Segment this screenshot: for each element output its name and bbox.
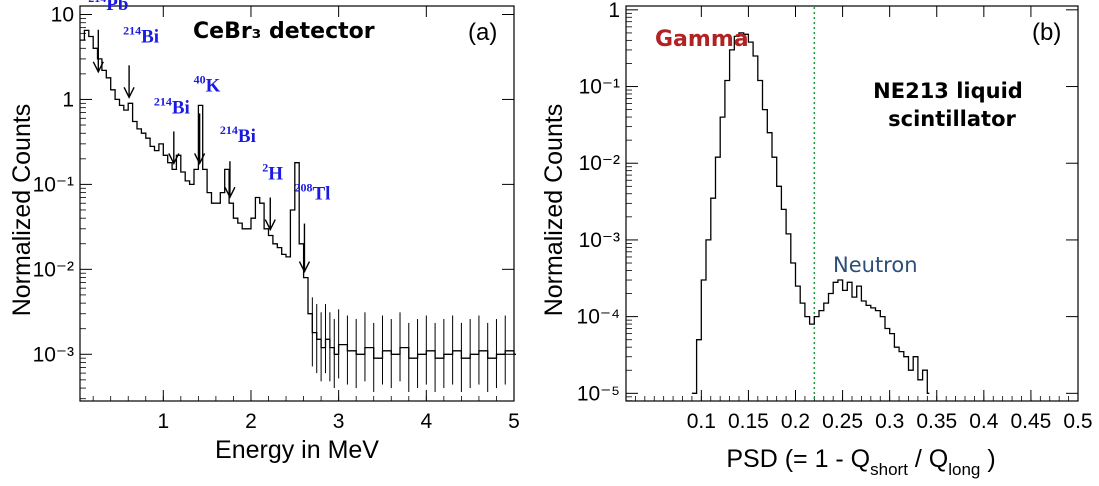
series-b	[691, 32, 930, 394]
b-xtick-label-0: 0.1	[687, 410, 716, 433]
chart-title-a: CeBr₃ detector	[193, 19, 375, 44]
annotation-base-bi214-a: Bi	[141, 26, 159, 47]
annotation-base-h2: H	[268, 164, 283, 185]
b-xtick-label-2: 0.2	[781, 410, 810, 433]
annotation-label-h2: 2H	[262, 161, 283, 185]
y-axis-label-a: Normalized Counts	[8, 104, 36, 317]
annotation-bi214-c: 214Bi	[220, 123, 256, 199]
annotation-base-bi214-b: Bi	[172, 97, 190, 118]
neutron-label: Neutron	[833, 253, 918, 277]
annotation-sup-h2: 2	[262, 161, 268, 175]
psd-line	[691, 32, 930, 394]
a-ytick-label-0: 10⁻³	[33, 343, 74, 366]
panel-label-b: (b)	[1032, 19, 1061, 46]
plot-frame-a	[79, 5, 515, 402]
b-xtick-label-3: 0.25	[822, 410, 863, 433]
a-ytick-label-4: 10	[51, 3, 74, 26]
annotation-tl208: 208Tl	[294, 181, 330, 274]
annotation-label-bi214-b: 214Bi	[154, 94, 190, 118]
chart-title-b-line1: NE213 liquid	[873, 79, 1023, 103]
a-ytick-label-1: 10⁻²	[33, 258, 74, 281]
b-xtick-label-7: 0.45	[1010, 410, 1051, 433]
x-axis-label-b: PSD (= 1 - Qshort / Qlong )	[726, 445, 995, 479]
annotation-label-k40: 40K	[194, 72, 221, 96]
series-a	[80, 29, 516, 392]
arrow-head-tl208	[298, 261, 311, 274]
b-xtick-label-4: 0.3	[875, 410, 904, 433]
annotation-label-bi214-a: 214Bi	[123, 23, 159, 47]
b-xtick-label-5: 0.35	[916, 410, 957, 433]
annotation-label-tl208: 208Tl	[294, 181, 330, 205]
annotation-sup-k40: 40	[194, 72, 206, 86]
a-ytick-label-3: 1	[62, 88, 74, 111]
arrow-head-bi214-c	[224, 186, 236, 199]
annotation-sup-tl208: 208	[294, 181, 312, 195]
panel-b-ne213: 0.1 0.15 0.2 0.25 0.3 0.35 0.4 0.45 0.5 10⁻⁵ 10⁻⁴ 1…	[540, 0, 1093, 479]
annotation-bi214-a: 214Bi	[123, 23, 159, 99]
y-axis-label-b: Normalized Counts	[540, 104, 568, 317]
annotation-sup-pb214: 214	[88, 0, 106, 5]
annotation-k40: 40K	[193, 72, 221, 165]
a-xtick-label-1: 2	[245, 410, 257, 433]
arrow-head-bi214-b	[168, 153, 180, 165]
plot-frame-b	[625, 5, 1079, 402]
annotation-bi214-b: 214Bi	[154, 94, 190, 165]
b-ytick-label-1: 10⁻⁴	[577, 306, 620, 329]
annotation-pb214: 214Pb	[88, 0, 128, 74]
annotation-label-bi214-c: 214Bi	[220, 123, 256, 147]
panel-label-a: (a)	[468, 19, 497, 46]
annotation-base-tl208: Tl	[312, 184, 330, 205]
a-ytick-label-2: 10⁻¹	[33, 173, 74, 196]
b-ytick-label-0: 10⁻⁵	[577, 382, 620, 405]
arrow-head-bi214-a	[123, 87, 135, 99]
a-xtick-label-2: 3	[333, 410, 345, 433]
annotation-sup-bi214-b: 214	[154, 94, 172, 108]
annotation-sup-bi214-a: 214	[123, 23, 141, 37]
annotation-label-pb214: 214Pb	[88, 0, 128, 15]
b-ytick-label-5: 1	[608, 0, 620, 22]
b-xtick-label-1: 0.15	[728, 410, 769, 433]
isotope-annotations: 214Pb214Bi214Bi40K214Bi2H208Tl	[88, 0, 330, 274]
arrow-head-k40	[193, 153, 206, 165]
annotation-sup-bi214-c: 214	[220, 123, 238, 137]
annotation-base-k40: K	[206, 75, 221, 96]
chart-title-b-line2: scintillator	[888, 107, 1016, 131]
b-ytick-label-3: 10⁻²	[579, 152, 620, 175]
b-ytick-label-2: 10⁻³	[579, 229, 620, 252]
annotation-base-bi214-c: Bi	[238, 126, 256, 147]
b-xtick-label-6: 0.4	[969, 410, 999, 433]
annotation-base-pb214: Pb	[106, 0, 128, 15]
annotation-h2: 2H	[262, 161, 283, 232]
ticks-a: 1 2 3 4 5 10⁻³ 10⁻² 10⁻¹ 1 10	[33, 3, 520, 433]
a-xtick-label-4: 5	[508, 410, 520, 433]
a-xtick-label-0: 1	[157, 410, 169, 433]
arrow-head-h2	[264, 219, 276, 232]
ticks-b: 0.1 0.15 0.2 0.25 0.3 0.35 0.4 0.45 0.5 10⁻⁵ 10⁻⁴ 1…	[577, 0, 1093, 433]
b-xtick-label-8: 0.5	[1063, 410, 1092, 433]
arrow-head-pb214	[92, 61, 104, 74]
x-axis-label-a: Energy in MeV	[215, 436, 379, 464]
b-ytick-label-4: 10⁻¹	[579, 76, 620, 99]
a-xtick-label-3: 4	[420, 410, 432, 433]
spectrum-line	[80, 29, 516, 359]
gamma-label: Gamma	[655, 27, 749, 52]
